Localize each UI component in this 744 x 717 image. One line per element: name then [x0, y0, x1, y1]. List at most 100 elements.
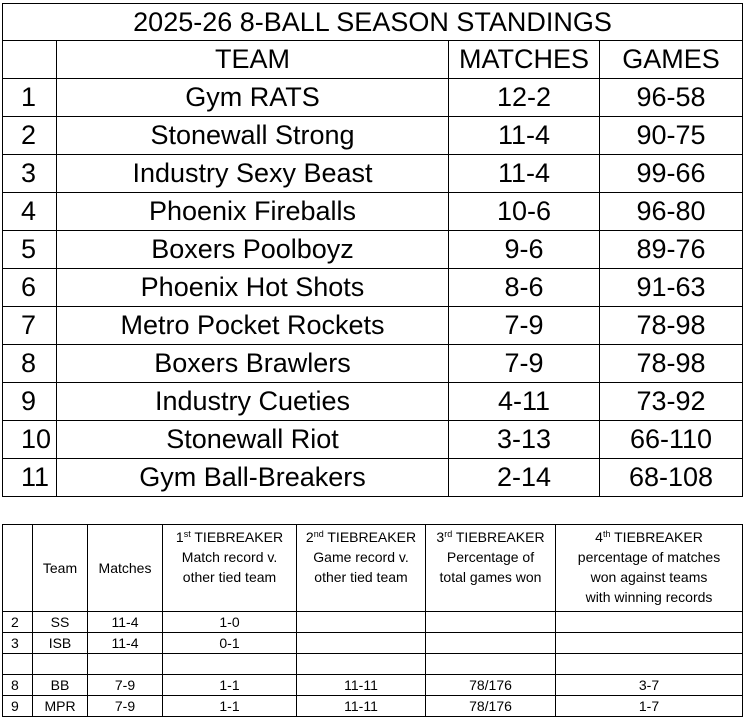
tiebreaker-row: 9 MPR 7-9 1-1 11-11 78/176 1-7 [2, 695, 743, 717]
tb-num-cell [2, 653, 33, 675]
rank-cell: 5 [2, 230, 57, 269]
tb-matches-cell: 11-4 [87, 632, 163, 654]
tiebreaker-row [2, 653, 743, 675]
tiebreaker-row: 8 BB 7-9 1-1 11-11 78/176 3-7 [2, 674, 743, 696]
tiebreaker-table: Team Matches 1st TIEBREAKER Match record… [2, 524, 743, 717]
tb-header-team: Team [32, 524, 88, 612]
rank-cell: 4 [2, 192, 57, 231]
matches-cell: 2-14 [448, 458, 600, 497]
team-cell: Phoenix Hot Shots [56, 268, 449, 307]
games-cell: 96-80 [598, 192, 744, 231]
matches-cell: 4-11 [448, 382, 600, 421]
tb4-cell [555, 632, 743, 654]
matches-cell: 11-4 [448, 116, 600, 155]
tb4-line4: with winning records [585, 589, 713, 605]
rank-cell: 2 [2, 116, 57, 155]
tb3-line2: Percentage of [446, 549, 535, 565]
tb-header-num [2, 524, 33, 612]
tb2-cell [296, 653, 426, 675]
matches-cell: 7-9 [448, 306, 600, 345]
standings-title-row: 2025-26 8-BALL SEASON STANDINGS [1, 3, 744, 41]
standings-row: 3 Industry Sexy Beast 11-4 99-66 [2, 154, 744, 193]
rank-cell: 10 [2, 420, 57, 459]
matches-cell: 3-13 [448, 420, 600, 459]
tiebreaker-row: 2 SS 11-4 1-0 [2, 611, 743, 633]
standings-row: 2 Stonewall Strong 11-4 90-75 [2, 116, 744, 155]
tb3-cell [425, 611, 556, 633]
tb1-line2: Match record v. [181, 549, 278, 565]
tb2-cell [296, 632, 426, 654]
tb-num-cell: 2 [2, 611, 33, 633]
standings-row: 11 Gym Ball-Breakers 2-14 68-108 [2, 458, 744, 497]
tb1-cell: 1-0 [162, 611, 297, 633]
tb2-cell: 11-11 [296, 674, 426, 696]
tb3-cell [425, 632, 556, 654]
team-cell: Gym Ball-Breakers [56, 458, 449, 497]
standings-row: 6 Phoenix Hot Shots 8-6 91-63 [2, 268, 744, 307]
matches-cell: 11-4 [448, 154, 600, 193]
tb-matches-cell: 7-9 [87, 674, 163, 696]
tb3-cell [425, 653, 556, 675]
header-rank [2, 40, 57, 79]
tb-header-third: 3rd TIEBREAKER Percentage of total games… [425, 524, 556, 612]
tb-header-fourth: 4th TIEBREAKER percentage of matches won… [555, 524, 743, 612]
standings-row: 1 Gym RATS 12-2 96-58 [2, 78, 744, 117]
rank-cell: 8 [2, 344, 57, 383]
tb-matches-cell: 7-9 [87, 695, 163, 717]
matches-cell: 7-9 [448, 344, 600, 383]
tb-header-first: 1st TIEBREAKER Match record v. other tie… [162, 524, 297, 612]
standings-header-row: TEAM MATCHES GAMES [2, 40, 744, 79]
team-cell: Metro Pocket Rockets [56, 306, 449, 345]
standings-table: 2025-26 8-BALL SEASON STANDINGS TEAM MAT… [1, 3, 744, 497]
tb-team-cell: ISB [32, 632, 88, 654]
rank-cell: 7 [2, 306, 57, 345]
matches-cell: 9-6 [448, 230, 600, 269]
tb4-cell: 3-7 [555, 674, 743, 696]
tb2-cell [296, 611, 426, 633]
team-cell: Gym RATS [56, 78, 449, 117]
tb-num-cell: 3 [2, 632, 33, 654]
tb4-line2: percentage of matches [577, 549, 721, 565]
tb-num-cell: 9 [2, 695, 33, 717]
rank-cell: 11 [2, 458, 57, 497]
games-cell: 91-63 [598, 268, 744, 307]
tiebreaker-header-row: Team Matches 1st TIEBREAKER Match record… [2, 524, 743, 612]
team-cell: Boxers Poolboyz [56, 230, 449, 269]
tb1-cell: 1-1 [162, 674, 297, 696]
matches-cell: 8-6 [448, 268, 600, 307]
standings-row: 10 Stonewall Riot 3-13 66-110 [2, 420, 744, 459]
rank-cell: 1 [2, 78, 57, 117]
games-cell: 78-98 [598, 344, 744, 383]
tb2-cell: 11-11 [296, 695, 426, 717]
standings-row: 9 Industry Cueties 4-11 73-92 [2, 382, 744, 421]
tb2-line2: Game record v. [313, 549, 409, 565]
games-cell: 78-98 [598, 306, 744, 345]
team-cell: Industry Sexy Beast [56, 154, 449, 193]
rank-cell: 6 [2, 268, 57, 307]
tb1-cell: 1-1 [162, 695, 297, 717]
tb-team-cell: SS [32, 611, 88, 633]
tb-matches-cell: 11-4 [87, 611, 163, 633]
header-games: GAMES [598, 40, 744, 79]
tb1-cell: 0-1 [162, 632, 297, 654]
header-matches: MATCHES [448, 40, 600, 79]
tb-team-cell [32, 653, 88, 675]
tb3-cell: 78/176 [425, 674, 556, 696]
tb4-cell [555, 653, 743, 675]
tb4-cell [555, 611, 743, 633]
games-cell: 96-58 [598, 78, 744, 117]
tb1-title: 1st TIEBREAKER [175, 529, 284, 545]
rank-cell: 9 [2, 382, 57, 421]
games-cell: 73-92 [598, 382, 744, 421]
standings-row: 4 Phoenix Fireballs 10-6 96-80 [2, 192, 744, 231]
games-cell: 99-66 [598, 154, 744, 193]
games-cell: 66-110 [598, 420, 744, 459]
tb4-title: 4th TIEBREAKER [595, 529, 703, 545]
standings-row: 8 Boxers Brawlers 7-9 78-98 [2, 344, 744, 383]
standings-row: 5 Boxers Poolboyz 9-6 89-76 [2, 230, 744, 269]
games-cell: 90-75 [598, 116, 744, 155]
tb3-line3: total games won [439, 569, 542, 585]
tb-num-cell: 8 [2, 674, 33, 696]
team-cell: Phoenix Fireballs [56, 192, 449, 231]
team-cell: Industry Cueties [56, 382, 449, 421]
